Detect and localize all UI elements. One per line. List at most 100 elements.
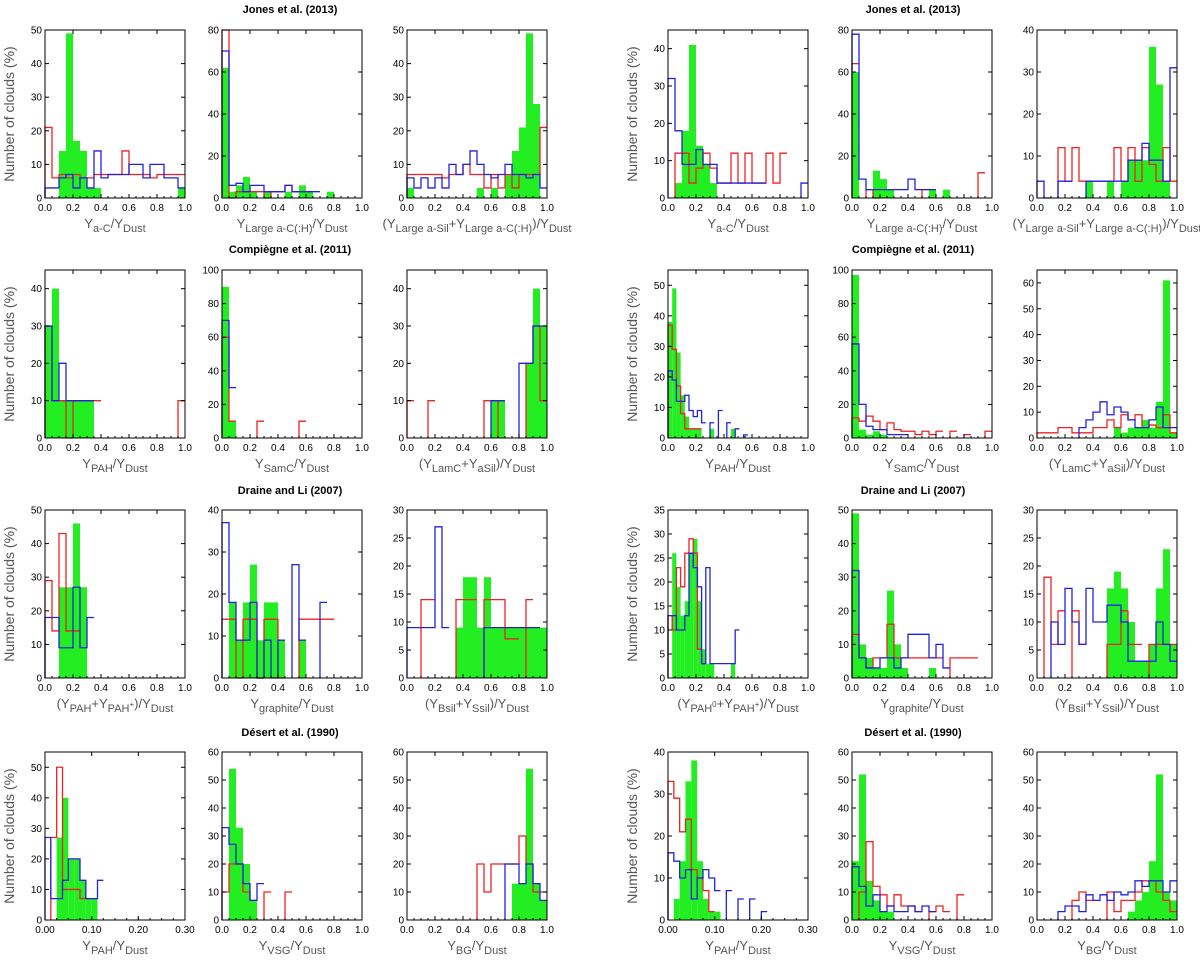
x-tick-label: 0.6 — [122, 683, 136, 694]
x-axis-label-part: /Y — [111, 216, 124, 231]
x-axis-label-part: +Y — [449, 216, 466, 231]
y-tick-label: 10 — [31, 160, 43, 171]
blue-histogram-outline — [406, 150, 547, 198]
y-tick-label: 10 — [208, 888, 220, 899]
x-tick-label: 1.0 — [801, 443, 815, 454]
x-axis-label-part: Dust — [748, 945, 771, 957]
y-tick-label: 40 — [208, 366, 220, 377]
blue-histogram-outline — [221, 50, 320, 198]
histogram-panel: 0.0 0.2 0.4 0.6 0.8 1.0 0 10 20 30 40 50 Ya-C/YDust — [31, 26, 193, 236]
y-tick-label: 50 — [1023, 304, 1035, 315]
green-bar — [1163, 892, 1170, 920]
x-tick-label: 0.4 — [456, 203, 470, 214]
x-axis-label-part: PAH — [91, 945, 113, 957]
x-tick-label: 1.0 — [178, 683, 192, 694]
x-axis-label-part: /Y — [313, 216, 326, 231]
red-histogram-outline — [50, 766, 92, 920]
x-tick-label: 0.0 — [38, 203, 52, 214]
y-tick-label: 0 — [1028, 434, 1034, 445]
x-axis-label-part: /Y — [929, 696, 942, 711]
y-tick-label: 0 — [843, 916, 849, 927]
green-bar — [463, 577, 470, 678]
x-tick-label: 0.0 — [845, 925, 859, 936]
histogram-panel: 0.0 0.2 0.4 0.6 0.8 1.0 0 10 20 30 40 50 60 (YLamC+Ya… — [1023, 269, 1184, 475]
green-bar — [264, 191, 271, 198]
green-bar — [708, 911, 715, 920]
x-tick-label: 0.2 — [66, 683, 80, 694]
y-tick-label: 30 — [1023, 356, 1035, 367]
y-tick-label: 60 — [208, 68, 220, 79]
x-tick-label: 0.0 — [400, 443, 414, 454]
green-bar — [250, 900, 257, 920]
x-tick-label: 0.0 — [1030, 443, 1044, 454]
x-tick-label: 0.4 — [1086, 443, 1100, 454]
green-bar — [73, 140, 80, 198]
blue-histogram-outline — [221, 826, 264, 920]
y-tick-label: 80 — [838, 299, 850, 310]
x-axis-label-part: (Y — [57, 696, 70, 711]
x-axis-label: YPAH/YDust — [705, 456, 770, 475]
y-tick-label: 40 — [31, 539, 43, 550]
blue-histogram-outline — [851, 33, 936, 198]
x-tick-label: 0.0 — [845, 443, 859, 454]
x-tick-label: 0.4 — [94, 683, 108, 694]
x-axis-label-part: )/Y — [490, 696, 507, 711]
y-tick-label: 10 — [208, 632, 220, 643]
green-bar — [540, 900, 547, 920]
x-axis-label-part: Y — [1077, 938, 1086, 953]
x-tick-label: 0.6 — [745, 443, 759, 454]
histogram-panel: 0.0 0.2 0.4 0.6 0.8 1.0 0 20 40 60 80 YLarge a-C(:H… — [208, 26, 370, 236]
green-bar — [929, 667, 936, 678]
x-axis-label-part: /Y — [734, 216, 747, 231]
green-bar — [271, 602, 278, 678]
y-tick-label: 20 — [208, 152, 220, 163]
x-tick-label: 0.6 — [929, 925, 943, 936]
y-tick-label: 50 — [31, 506, 43, 517]
y-axis-label: Number of clouds (%) — [1, 46, 17, 181]
y-tick-label: 10 — [654, 403, 666, 414]
green-bar — [85, 898, 92, 920]
x-tick-label: 0.2 — [66, 443, 80, 454]
green-bar — [498, 400, 505, 438]
green-bar — [1107, 181, 1114, 198]
green-bar — [1163, 181, 1170, 198]
x-tick-label: 1.0 — [801, 683, 815, 694]
green-bar — [533, 288, 540, 438]
y-tick-label: 10 — [393, 618, 405, 629]
green-bar — [526, 627, 533, 678]
green-bar — [178, 187, 185, 198]
x-tick-label: 0.20 — [752, 925, 772, 936]
panel-group-title: Compiègne et al. (2011) — [852, 244, 975, 256]
blue-histogram-outline — [851, 569, 950, 678]
x-axis-label-part: LamC — [1062, 463, 1091, 475]
green-bar — [1135, 427, 1142, 438]
x-tick-label: 0.0 — [661, 683, 675, 694]
green-bar — [852, 72, 859, 198]
histogram-panel: 0.0 0.2 0.4 0.6 0.8 1.0 0 5 10 15 20 25 30 (YBsil+YSs… — [393, 506, 555, 716]
x-tick-label: 0.6 — [929, 443, 943, 454]
x-tick-label: 1.0 — [985, 925, 999, 936]
green-bar — [710, 428, 715, 438]
x-tick-label: 0.6 — [484, 443, 498, 454]
x-axis-label-part: SamC — [894, 463, 925, 475]
x-tick-label: 0.6 — [1114, 443, 1128, 454]
plot-frame — [851, 269, 993, 439]
x-tick-label: 0.6 — [299, 203, 313, 214]
x-tick-label: 0.2 — [66, 203, 80, 214]
x-axis-label-part: )/Y — [532, 216, 549, 231]
y-tick-label: 60 — [838, 333, 850, 344]
green-bar — [943, 189, 950, 198]
y-tick-label: 20 — [838, 860, 850, 871]
x-tick-label: 0.0 — [215, 925, 229, 936]
green-bar — [533, 883, 540, 920]
x-axis-label-part: Y — [447, 938, 456, 953]
x-axis-label-part: VSG — [267, 945, 290, 957]
panel-group-title: Désert et al. (1990) — [864, 727, 962, 739]
y-tick-label: 10 — [393, 160, 405, 171]
y-tick-label: 20 — [838, 152, 850, 163]
y-tick-label: 10 — [393, 396, 405, 407]
x-tick-label: 0.0 — [38, 443, 52, 454]
x-axis-label: YPAH/YDust — [705, 938, 770, 957]
x-tick-label: 0.8 — [1142, 925, 1156, 936]
